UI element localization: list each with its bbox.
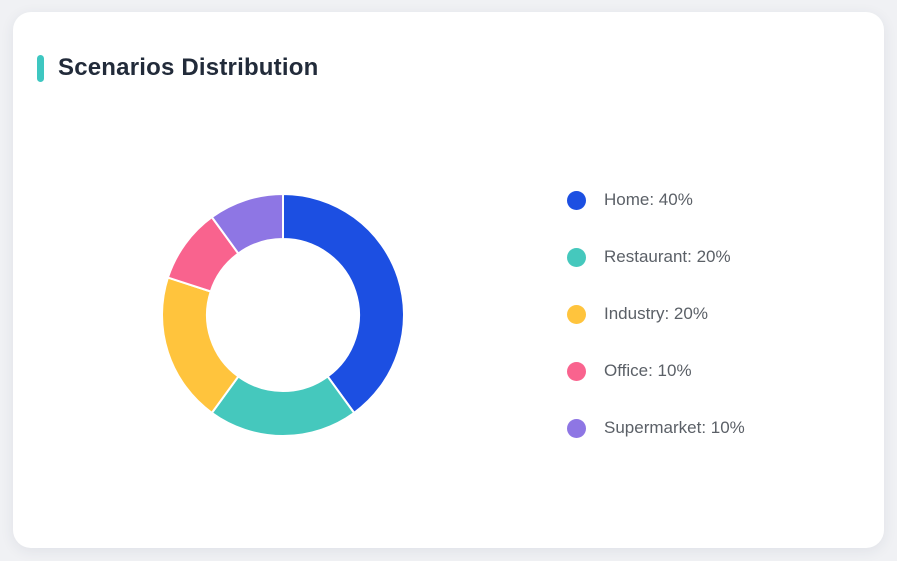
legend-swatch-restaurant [567,247,586,267]
legend-swatch-supermarket [567,418,586,438]
donut-slice-supermarket[interactable] [210,193,284,255]
legend-label-industry: Industry: 20% [604,304,708,323]
legend-label-office: Office: 10% [604,361,692,380]
legend-swatch-office [567,361,586,381]
donut-chart[interactable] [158,190,408,440]
legend-label-home: Home: 40% [604,190,693,209]
donut-slice-industry[interactable] [161,276,240,414]
chart-area: Home: 40% Restaurant: 20% Industry: 20% Off… [13,12,884,548]
donut-slice-restaurant[interactable] [210,375,356,437]
chart-legend: Home: 40% Restaurant: 20% Industry: 20% Off… [567,190,745,438]
legend-item-industry[interactable]: Industry: 20% [567,304,745,324]
donut-slice-home[interactable] [282,193,405,414]
card-header: Scenarios Distribution [37,54,318,82]
legend-swatch-industry [567,304,586,324]
legend-item-supermarket[interactable]: Supermarket: 10% [567,418,745,438]
legend-label-restaurant: Restaurant: 20% [604,247,731,266]
legend-item-office[interactable]: Office: 10% [567,361,745,381]
page-title: Scenarios Distribution [58,54,319,81]
legend-swatch-home [567,190,586,210]
legend-item-home[interactable]: Home: 40% [567,190,745,210]
legend-item-restaurant[interactable]: Restaurant: 20% [567,247,745,267]
legend-label-supermarket: Supermarket: 10% [604,418,745,437]
title-accent-bar [37,54,44,82]
scenarios-distribution-card: Scenarios Distribution Home: 40% Restaura… [13,12,884,548]
